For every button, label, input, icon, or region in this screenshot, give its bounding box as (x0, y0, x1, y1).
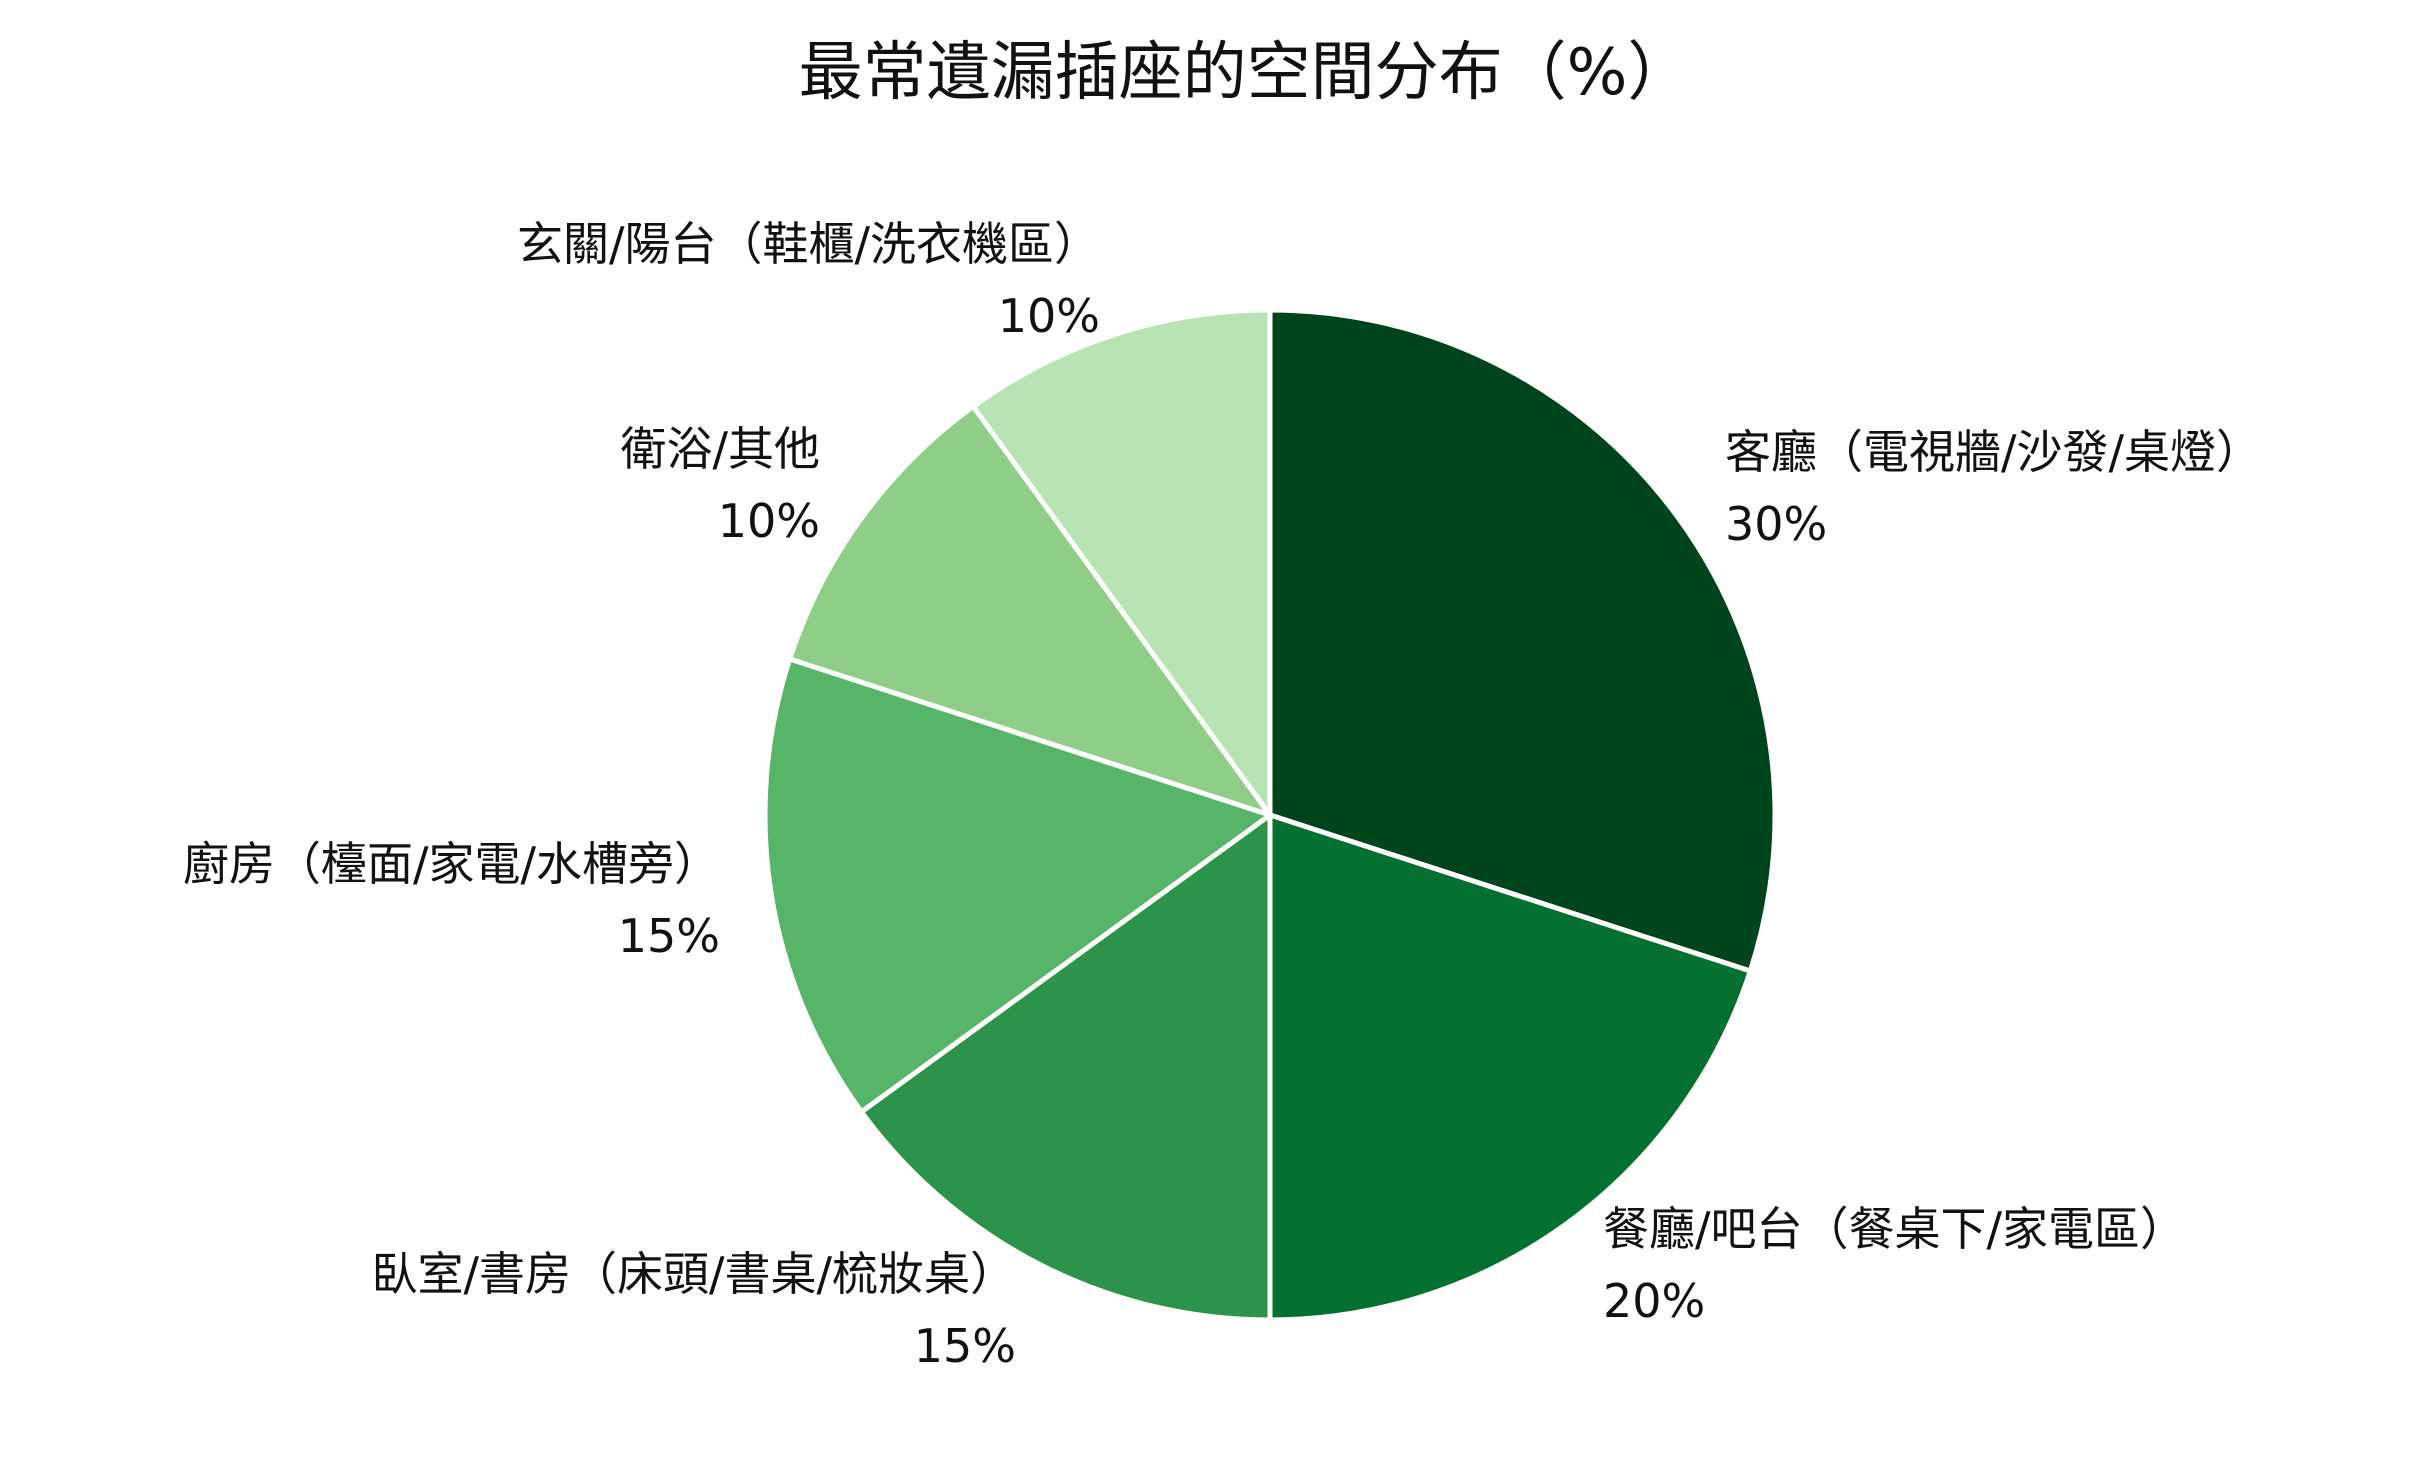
pie-slice (787, 403, 1273, 818)
pie-slice (1267, 812, 1753, 1323)
pie-slice (762, 656, 1273, 1115)
slice-value-label: 30% (1725, 497, 1827, 551)
slice-label: 玄關/陽台（鞋櫃/洗衣機區） (517, 217, 1100, 271)
slice-value-label: 20% (1603, 1274, 1705, 1328)
pie-slice (1267, 307, 1778, 974)
pie-slice (858, 812, 1273, 1323)
slice-value-label: 15% (914, 1319, 1016, 1373)
pie-labels: 客廳（電視牆/沙發/桌燈） 30% 餐廳/吧台（餐桌下/家電區） 20% 臥室/書房（床… (183, 217, 2262, 1373)
slice-value-label: 15% (618, 909, 720, 963)
slice-label: 衛浴/其他 (621, 422, 821, 476)
pie-slice (970, 307, 1273, 818)
chart-title: 最常遺漏插座的空間分布（%） (799, 36, 1692, 110)
pie-slices (762, 307, 1778, 1323)
slice-label: 餐廳/吧台（餐桌下/家電區） (1603, 1202, 2186, 1256)
slice-label: 客廳（電視牆/沙發/桌燈） (1725, 425, 2262, 479)
slice-value-label: 10% (998, 289, 1100, 343)
slice-label: 廚房（檯面/家電/水槽旁） (183, 837, 720, 891)
slice-value-label: 10% (718, 494, 820, 548)
slice-label: 臥室/書房（床頭/書桌/梳妝桌） (372, 1247, 1017, 1301)
